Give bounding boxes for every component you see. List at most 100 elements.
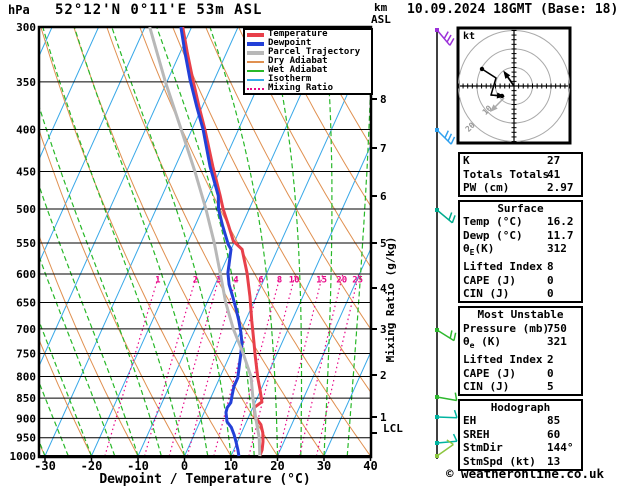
svg-text:30: 30 (317, 459, 331, 473)
table-row: Lifted Index 2 (463, 353, 578, 367)
legend-label: Temperature (268, 29, 328, 39)
legend-item-dry-adiabat: Dry Adiabat (245, 57, 371, 66)
table-row: Pressure (mb) 750 (463, 322, 578, 336)
legend-label: Dry Adiabat (268, 56, 328, 66)
legend-label: Mixing Ratio (268, 83, 334, 93)
row-label: StmSpd (kt) (463, 454, 536, 468)
svg-text:15: 15 (316, 276, 327, 286)
legend-item-dewpoint: Dewpoint (245, 39, 371, 48)
svg-text:0: 0 (181, 459, 188, 473)
pressure-axis-unit: hPa (8, 3, 30, 17)
svg-text:950: 950 (16, 432, 36, 445)
legend-item-temperature: Temperature (245, 30, 371, 39)
svg-text:900: 900 (16, 412, 36, 425)
table-row: Lifted Index 8 (463, 260, 578, 274)
temperature-tick-labels: -30 -20 -10 0 10 20 30 40 (34, 457, 378, 473)
svg-text:-20: -20 (81, 459, 103, 473)
table-row: PW (cm) 2.97 (463, 181, 578, 195)
svg-text:6: 6 (258, 276, 263, 286)
row-label: PW (cm) (463, 181, 510, 195)
pressure-tick-labels: 300 350 400 450 500 550 600 650 700 750 800 850 900 9… (10, 21, 37, 463)
svg-text:-10: -10 (127, 459, 149, 473)
table-row: K 27 (463, 154, 578, 168)
row-label: θe (K) (463, 335, 501, 351)
svg-text:550: 550 (16, 237, 36, 250)
row-value: 27 (547, 154, 561, 167)
legend-swatch (247, 50, 264, 55)
row-label: Totals Totals (463, 167, 550, 181)
x-axis-title: Dewpoint / Temperature (°C) (99, 472, 311, 486)
mixing-ratio-labels: 1 2 3 4 6 8 10 15 20 25 (155, 276, 363, 286)
table-row: Totals Totals 41 (463, 168, 578, 182)
legend-swatch (247, 32, 264, 37)
row-label: CAPE (J) (463, 273, 516, 287)
table-section-header: Surface (497, 201, 544, 215)
svg-text:3: 3 (216, 276, 221, 286)
table-row: EH 85 (463, 414, 578, 428)
table-section-indices: K 27 Totals Totals 41 PW (cm) 2.97 (458, 152, 583, 197)
legend-swatch (247, 78, 264, 81)
svg-text:850: 850 (16, 392, 36, 405)
legend-label: Dewpoint (268, 38, 312, 48)
svg-text:10: 10 (289, 276, 300, 286)
table-row: θe (K) 321 (463, 335, 578, 353)
svg-text:300: 300 (16, 21, 36, 34)
legend-box: Temperature Dewpoint Parcel Trajectory Dry … (243, 28, 373, 95)
row-value: 2.97 (547, 181, 574, 195)
svg-text:40: 40 (363, 459, 377, 473)
row-label: K (463, 154, 470, 167)
svg-text:500: 500 (16, 203, 36, 216)
row-value: 144° (547, 441, 574, 455)
row-value: 0 (547, 366, 554, 380)
row-value: 2 (547, 352, 554, 366)
svg-text:20: 20 (270, 459, 284, 473)
row-value: 85 (547, 414, 561, 428)
svg-text:5: 5 (380, 237, 387, 250)
svg-text:450: 450 (16, 165, 36, 178)
row-value: 41 (547, 167, 561, 181)
altitude-axis-unit: km (374, 1, 388, 14)
altitude-tick-labels: 8 7 6 5 4 3 2 1 (371, 93, 387, 434)
table-section-surface: Surface Temp (°C) 16.2 Dewp (°C) 11.7 θE(K) 31… (458, 199, 583, 304)
row-label: EH (463, 414, 477, 428)
table-row: CAPE (J) 0 (463, 274, 578, 288)
row-value: 321 (547, 335, 567, 349)
legend-swatch (247, 69, 264, 72)
svg-text:750: 750 (16, 347, 36, 360)
table-row: CIN (J) 5 (463, 380, 578, 394)
legend-swatch (247, 60, 264, 63)
svg-text:400: 400 (16, 124, 36, 137)
svg-text:2: 2 (193, 276, 198, 286)
svg-text:8: 8 (277, 276, 282, 286)
svg-text:2: 2 (380, 369, 387, 382)
mixing-ratio-axis-title: Mixing Ratio (g/kg) (384, 236, 397, 363)
svg-text:-30: -30 (34, 459, 56, 473)
row-value: 60 (547, 427, 561, 441)
svg-text:20: 20 (336, 276, 347, 286)
legend-label: Wet Adiabat (268, 65, 328, 75)
station-title: 52°12'N 0°11'E 53m ASL (55, 2, 263, 18)
legend-item-mixing-ratio: Mixing Ratio (245, 84, 371, 93)
table-row: SREH 60 (463, 428, 578, 442)
row-value: 0 (547, 273, 554, 287)
series-dewpoint (179, 27, 244, 457)
svg-text:600: 600 (16, 268, 36, 281)
legend-swatch (247, 87, 264, 90)
series-temperature (181, 27, 265, 457)
row-label: SREH (463, 427, 490, 441)
altitude-axis-ref: ASL (371, 13, 391, 26)
legend-label: Parcel Trajectory (268, 47, 361, 57)
wind-barb-staff (435, 28, 458, 459)
table-row: Dewp (°C) 11.7 (463, 229, 578, 243)
svg-text:6: 6 (380, 190, 387, 203)
svg-text:4: 4 (380, 282, 387, 295)
svg-text:350: 350 (16, 76, 36, 89)
row-value: 312 (547, 242, 567, 256)
row-label: θE(K) (463, 242, 495, 258)
row-value: 11.7 (547, 228, 574, 242)
table-section-header: Hodograph (490, 400, 551, 414)
hodograph-unit-label: kt (463, 31, 476, 42)
